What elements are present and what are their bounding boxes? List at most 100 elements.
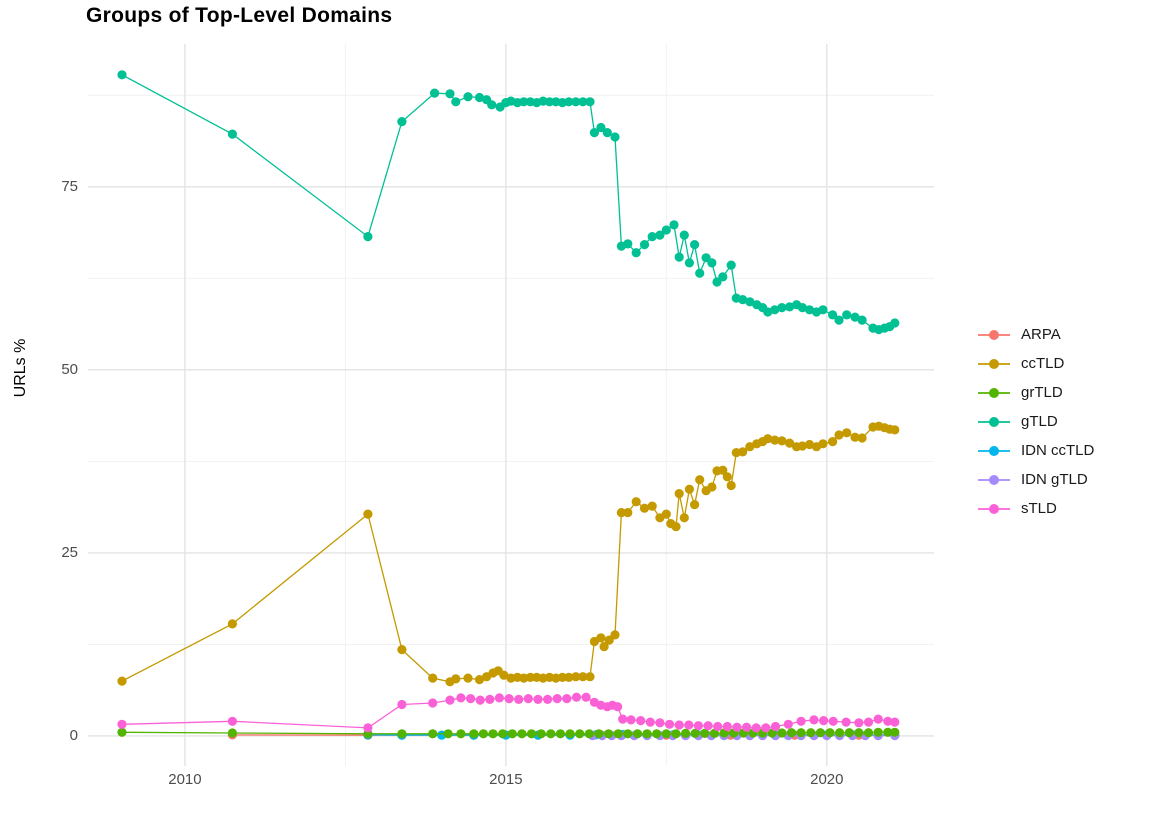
x-tick-label: 2020 — [810, 771, 844, 788]
legend-entry-gtld: gTLD — [976, 407, 1094, 436]
data-point-grtld — [815, 728, 826, 738]
data-point-gtld — [797, 303, 808, 313]
data-point-cctld — [738, 447, 748, 457]
data-point-grtld — [690, 728, 700, 739]
data-point-stld — [397, 699, 407, 710]
data-point-grtld — [594, 729, 604, 739]
data-point-cctld — [834, 430, 844, 440]
legend-key-icon — [978, 416, 1010, 427]
data-point-stld — [645, 717, 655, 727]
data-point-grtld — [507, 729, 517, 739]
data-point-cctld — [227, 619, 237, 629]
data-point-stld — [571, 692, 582, 702]
data-point-cctld — [610, 630, 620, 640]
data-point-gtld — [669, 220, 679, 230]
data-point-gtld — [745, 297, 755, 307]
data-point-grtld — [498, 729, 508, 739]
data-point-cctld — [718, 465, 728, 475]
data-point-stld — [841, 717, 851, 727]
data-point-gtld — [850, 312, 860, 322]
data-point-stld — [581, 692, 591, 702]
data-point-cctld — [850, 432, 860, 442]
y-tick-label: 0 — [69, 726, 78, 744]
data-point-grtld — [854, 728, 864, 738]
data-point-grtld — [536, 729, 546, 739]
data-point-gtld — [445, 89, 455, 99]
legend-label: ARPA — [1021, 326, 1061, 343]
data-point-cctld — [804, 439, 815, 450]
data-point-stld — [562, 694, 572, 704]
data-point-cctld — [828, 437, 838, 447]
legend-key-icon — [978, 358, 1010, 369]
legend-entry-idn-gtld: IDN gTLD — [976, 465, 1094, 494]
data-point-gtld — [738, 295, 748, 305]
data-point-cctld — [818, 439, 828, 449]
data-point-stld — [618, 714, 628, 724]
data-point-cctld — [616, 507, 627, 518]
data-point-cctld — [631, 497, 641, 507]
data-point-grtld — [613, 729, 623, 739]
data-point-grtld — [709, 728, 720, 739]
data-point-cctld — [684, 484, 695, 494]
data-point-stld — [664, 719, 675, 729]
data-point-gtld — [647, 232, 657, 242]
data-point-stld — [613, 702, 623, 712]
data-point-stld — [227, 716, 237, 726]
legend-label: gTLD — [1021, 413, 1058, 430]
data-point-cctld — [557, 672, 568, 683]
legend-entry-arpa: ARPA — [976, 320, 1094, 349]
data-point-stld — [655, 718, 665, 728]
data-point-grtld — [565, 729, 575, 739]
data-point-cctld — [451, 674, 461, 684]
data-point-stld — [543, 694, 553, 705]
data-point-gtld — [602, 128, 612, 138]
data-point-grtld — [117, 727, 127, 737]
data-point-cctld — [397, 645, 407, 655]
data-point-stld — [636, 716, 646, 726]
data-point-gtld — [690, 240, 700, 250]
data-point-stld — [626, 715, 636, 725]
data-point-stld — [863, 717, 874, 727]
data-point-gtld — [707, 258, 717, 268]
data-point-cctld — [564, 672, 574, 683]
data-point-grtld — [873, 727, 883, 737]
data-point-cctld — [661, 509, 671, 519]
data-point-stld — [485, 694, 495, 705]
data-point-stld — [674, 720, 684, 730]
data-point-cctld — [745, 442, 755, 452]
data-point-grtld — [623, 729, 633, 739]
data-point-cctld — [722, 472, 732, 482]
data-point-cctld — [428, 673, 438, 683]
data-point-gtld — [828, 310, 838, 320]
data-point-grtld — [546, 729, 556, 739]
data-point-cctld — [499, 670, 509, 680]
data-point-gtld — [451, 97, 461, 107]
data-point-stld — [751, 723, 761, 733]
data-point-gtld — [363, 232, 373, 242]
data-point-grtld — [777, 728, 787, 738]
legend-label: sTLD — [1021, 500, 1057, 517]
data-point-stld — [533, 694, 543, 705]
data-point-stld — [783, 719, 793, 729]
y-tick-label: 25 — [61, 543, 78, 561]
gridlines — [88, 44, 934, 766]
data-point-stld — [523, 694, 533, 704]
data-point-grtld — [671, 729, 681, 739]
series-cctld — [117, 421, 900, 687]
legend-key-icon — [978, 474, 1010, 485]
data-point-gtld — [585, 97, 595, 107]
data-point-gtld — [679, 230, 689, 240]
data-point-cctld — [726, 480, 736, 491]
data-point-stld — [761, 723, 771, 733]
data-point-grtld — [517, 729, 527, 739]
data-point-gtld — [227, 129, 237, 139]
data-point-grtld — [835, 728, 845, 738]
data-point-gtld — [544, 97, 555, 107]
legend-key-icon — [978, 329, 1010, 340]
data-point-stld — [363, 723, 373, 733]
data-point-grtld — [652, 729, 662, 739]
data-point-cctld — [117, 676, 127, 686]
data-point-cctld — [695, 475, 705, 485]
data-point-stld — [456, 693, 466, 703]
data-point-stld — [117, 719, 127, 729]
